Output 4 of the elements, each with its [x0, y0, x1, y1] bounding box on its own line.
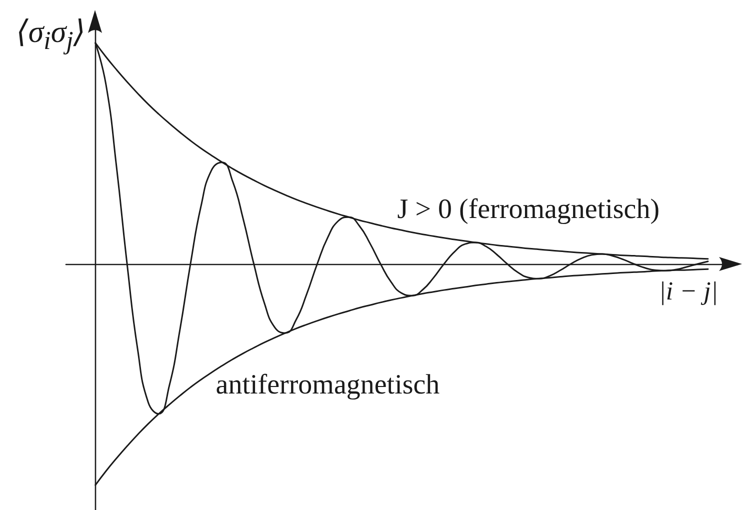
series-label: antiferromagnetisch — [216, 369, 440, 400]
x-axis-title: |i − j| — [658, 276, 718, 306]
series-label: J > 0 (ferromagnetisch) — [397, 194, 660, 226]
y-axis-title: ⟨σ$_{i}$σ$_{j}$⟩ — [16, 13, 86, 58]
